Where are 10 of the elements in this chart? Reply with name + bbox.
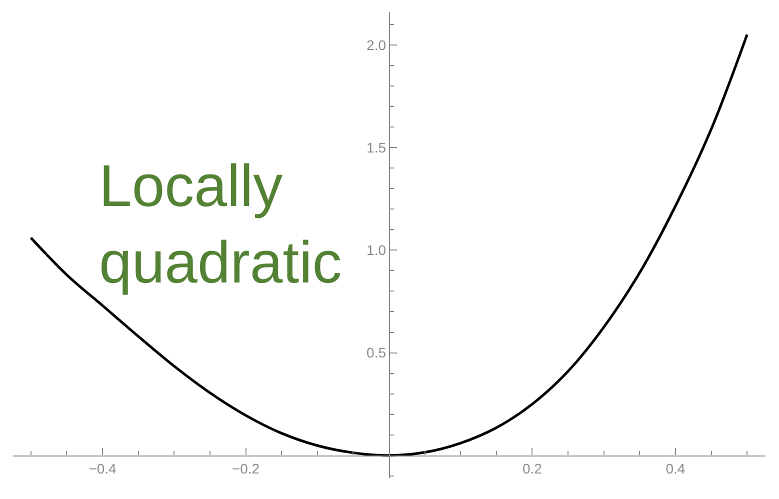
x-tick-label: 0.2	[522, 460, 542, 476]
x-tick-label: −0.4	[88, 460, 117, 476]
x-tick-label: 0.4	[666, 460, 686, 476]
y-tick-label: 1.0	[366, 242, 386, 258]
x-tick-label: −0.2	[232, 460, 260, 476]
y-tick-label: 2.0	[366, 36, 386, 53]
annotation: Locally quadratic	[99, 153, 342, 296]
line-series	[30, 33, 748, 457]
y-tick-label: 1.5	[366, 139, 386, 156]
y-tick-label: 0.5	[366, 344, 386, 361]
